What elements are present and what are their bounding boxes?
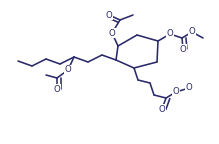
Text: O: O bbox=[65, 66, 71, 74]
Text: O: O bbox=[167, 30, 173, 38]
Text: O: O bbox=[173, 88, 179, 96]
Text: O: O bbox=[159, 105, 165, 113]
Text: O: O bbox=[189, 28, 195, 36]
Text: O: O bbox=[180, 44, 186, 54]
Text: O: O bbox=[54, 85, 60, 93]
Text: O: O bbox=[186, 84, 192, 92]
Text: O: O bbox=[106, 11, 112, 19]
Text: O: O bbox=[109, 29, 115, 37]
